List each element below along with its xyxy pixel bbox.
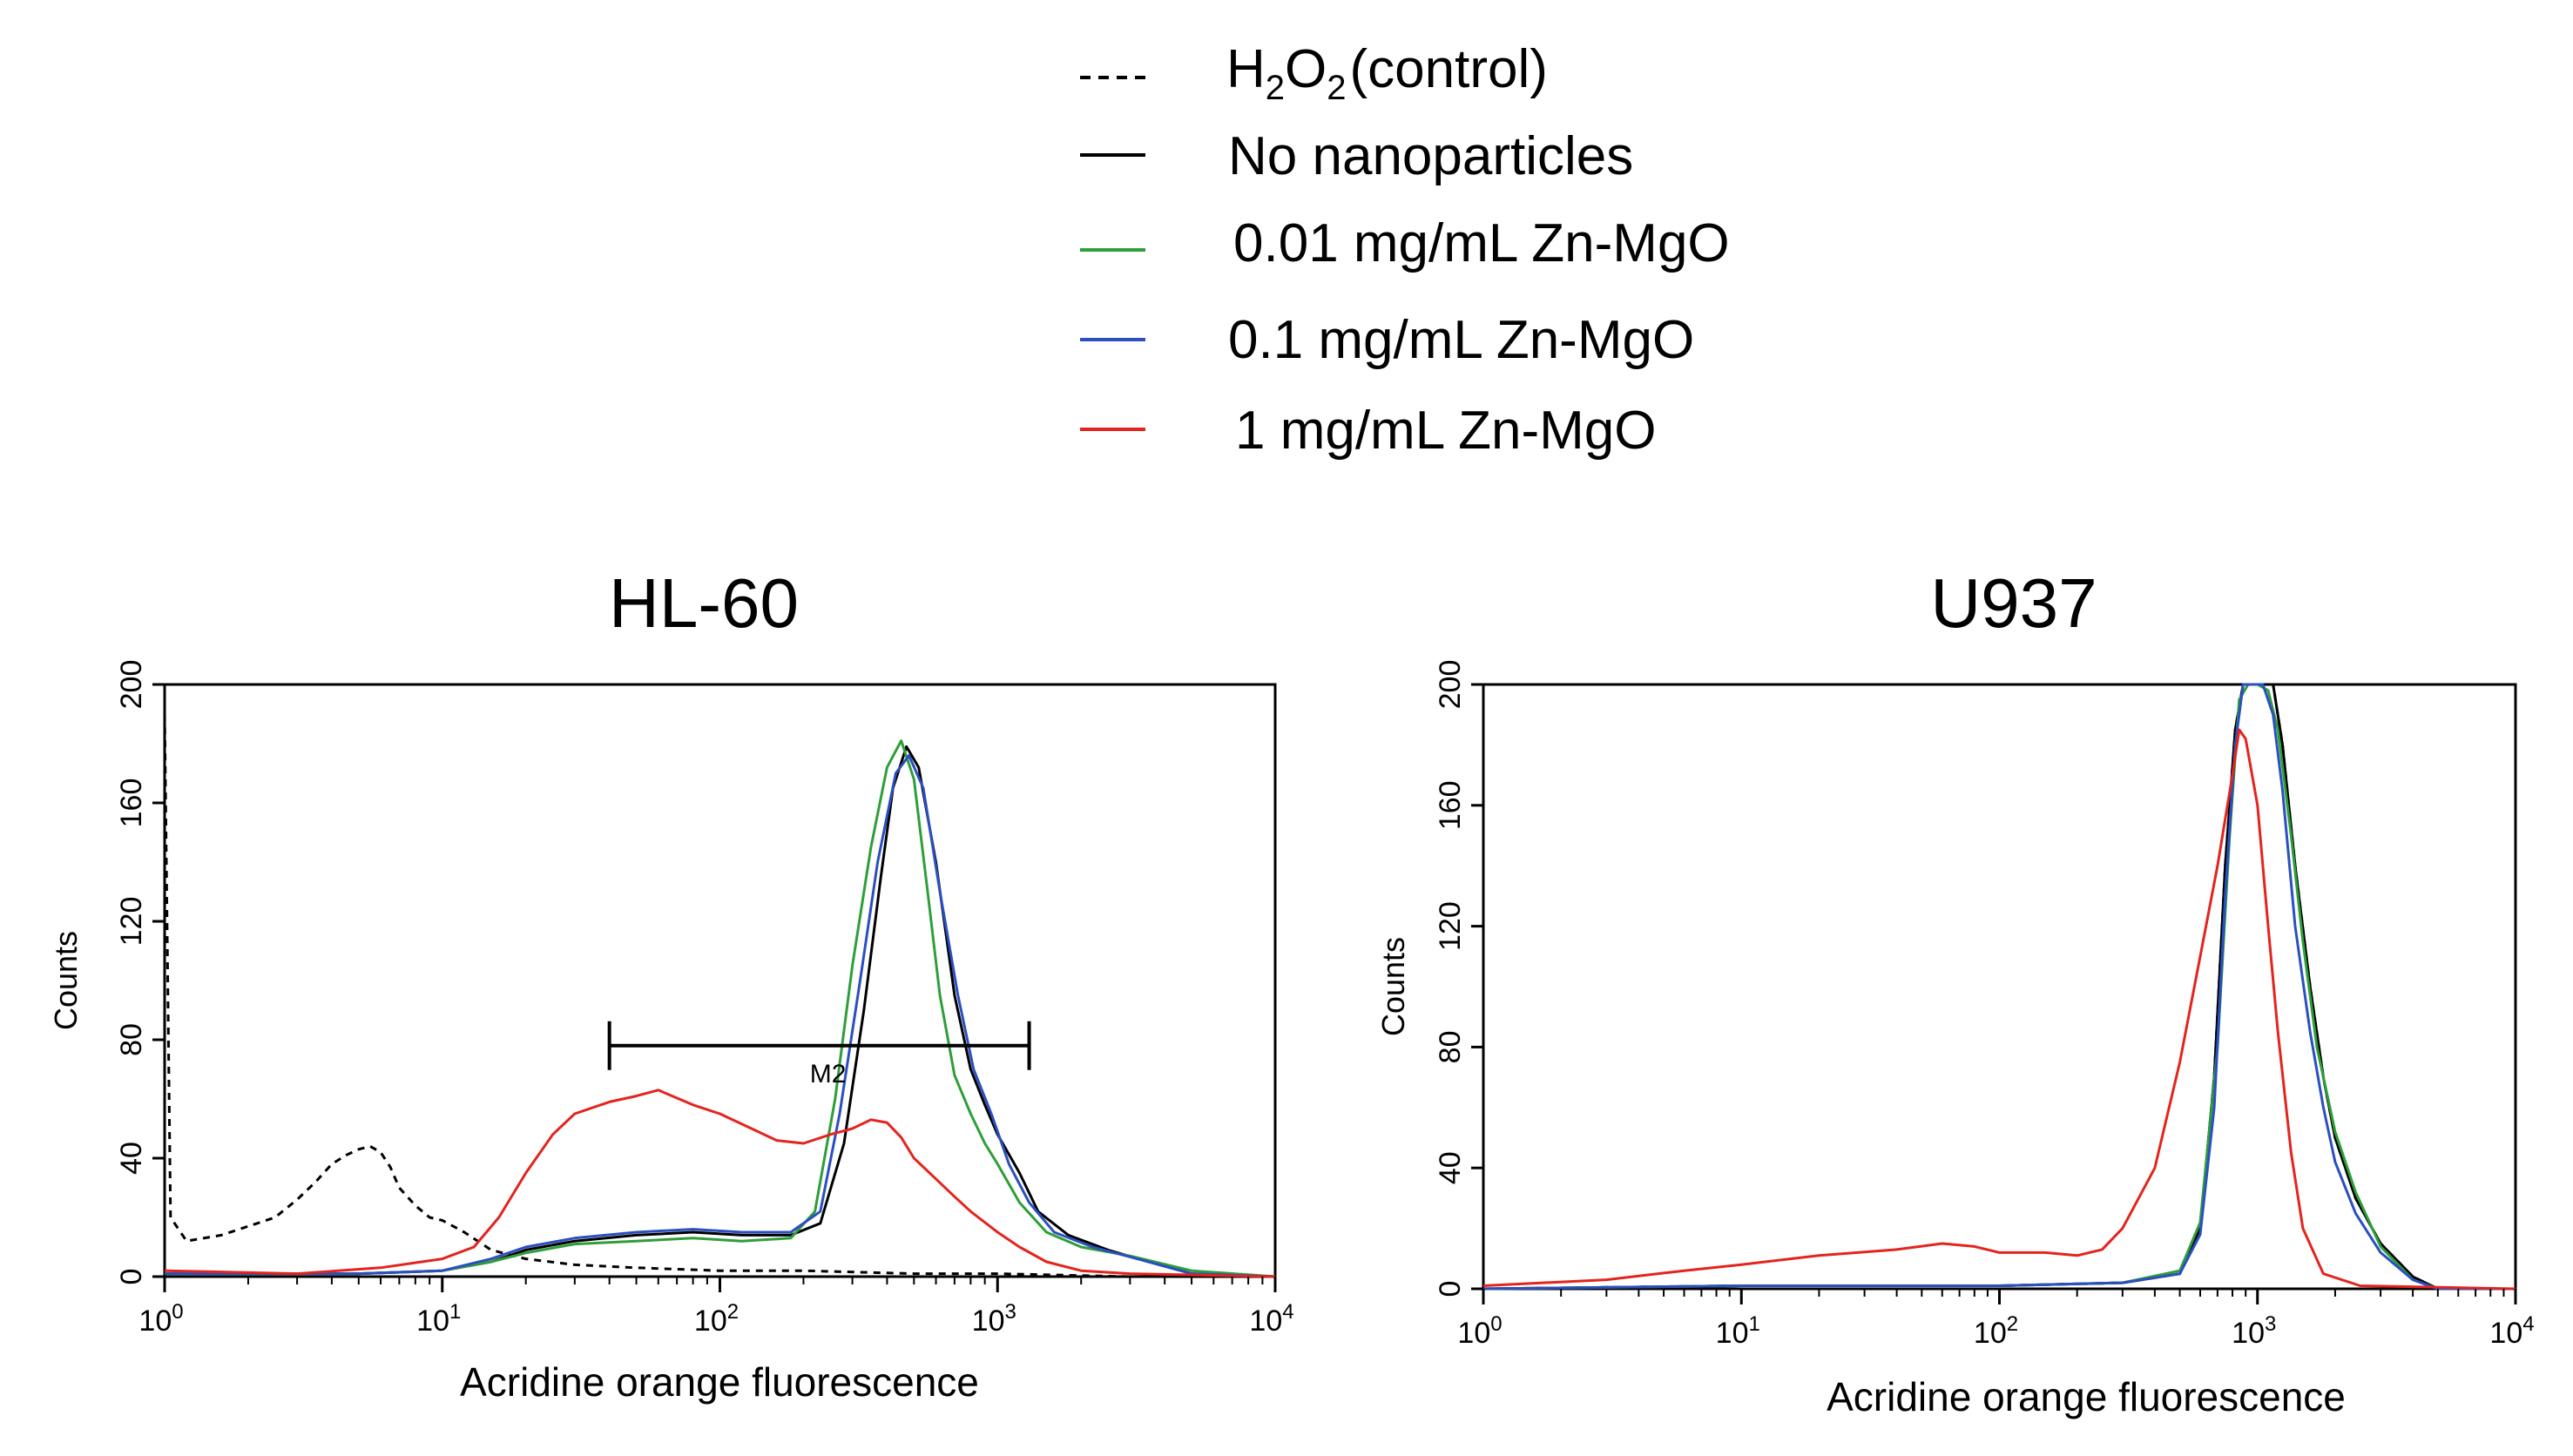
series-line-zn-mgo-1	[1482, 728, 2516, 1291]
x-tick-label: 103	[2232, 1312, 2276, 1350]
x-tick-label: 103	[972, 1300, 1016, 1338]
x-axis-label: Acridine orange fluorescence	[460, 1359, 979, 1405]
series-line-h2o2-control	[1482, 683, 2516, 1291]
y-axis-label: Counts	[1375, 937, 1411, 1036]
series-line-no-nanoparticles	[1482, 683, 2516, 1291]
y-tick-label: 200	[115, 660, 148, 710]
y-tick-label: 160	[1434, 780, 1467, 830]
series-line-zn-mgo-1	[164, 1089, 1276, 1278]
x-tick-label: 102	[1974, 1312, 2018, 1350]
x-tick-label: 104	[2489, 1312, 2534, 1350]
series-line-zn-mgo-001	[165, 739, 1276, 1278]
series-line-no-nanoparticles	[165, 745, 1276, 1278]
series-line-zn-mgo-01	[1482, 683, 2516, 1291]
x-tick-label: 100	[1457, 1312, 1502, 1350]
y-tick-label: 160	[115, 779, 148, 828]
x-tick-label: 101	[416, 1300, 461, 1338]
chart-title: HL-60	[609, 564, 799, 642]
series-line-zn-mgo-001	[1482, 683, 2516, 1291]
legend-label-h2o2: H2O2(control)	[1226, 39, 1548, 107]
series-line-zn-mgo-01	[165, 754, 1276, 1278]
x-tick-label: 101	[1716, 1312, 1760, 1350]
plot-frame	[1482, 683, 2517, 1291]
legend-label-01: 0.1 mg/mL Zn-MgO	[1228, 310, 1694, 370]
x-tick-label: 102	[694, 1300, 739, 1338]
y-tick-label: 200	[1434, 660, 1467, 710]
y-tick-label: 0	[1434, 1281, 1467, 1298]
x-tick-label: 100	[138, 1300, 183, 1338]
y-tick-label: 80	[1434, 1030, 1467, 1063]
legend-label-1: 1 mg/mL Zn-MgO	[1235, 401, 1656, 461]
y-tick-label: 40	[1434, 1151, 1467, 1184]
y-tick-label: 120	[115, 897, 148, 947]
legend: H2O2(control) No nanoparticles 0.01 mg/m…	[1080, 39, 1730, 461]
chart-u937: U937 0 40 80 120 160 200 100 101 102 103 104 Acrid…	[1375, 564, 2535, 1419]
chart-hl60: HL-60 M2 0 40 80 120 160 200 100 101 102 103 104 A…	[48, 564, 1294, 1405]
y-tick-label: 80	[115, 1023, 148, 1056]
gate-marker-label: M2	[810, 1060, 847, 1089]
legend-label-none: No nanoparticles	[1228, 126, 1633, 186]
x-axis-label: Acridine orange fluorescence	[1827, 1374, 2346, 1419]
y-tick-label: 0	[115, 1269, 148, 1285]
series-line-h2o2-control	[163, 713, 1275, 1278]
y-tick-label: 40	[115, 1142, 148, 1175]
chart-title: U937	[1930, 564, 2097, 642]
x-tick-label: 104	[1249, 1300, 1293, 1338]
legend-label-001: 0.01 mg/mL Zn-MgO	[1233, 213, 1730, 273]
y-axis-label: Counts	[48, 931, 84, 1030]
plot-frame	[163, 683, 1277, 1278]
y-tick-label: 120	[1434, 901, 1467, 951]
